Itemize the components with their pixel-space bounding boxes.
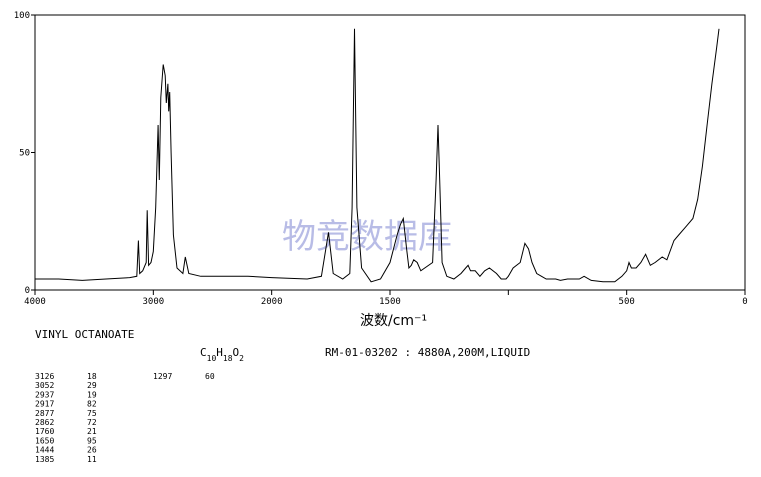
y-tick-label: 100	[14, 11, 30, 21]
peak-wavenumber: 1760	[35, 427, 54, 436]
formula-element: O	[233, 346, 240, 359]
compound-name: VINYL OCTANOATE	[35, 328, 134, 341]
peak-intensity: 11	[87, 455, 97, 464]
peak-wavenumber: 2877	[35, 409, 54, 418]
peak-intensity: 26	[87, 446, 97, 455]
watermark: 物竞数据库	[282, 217, 452, 257]
x-axis-label: 波数/cm⁻¹	[360, 313, 427, 329]
x-tick-label: 4000	[24, 297, 46, 307]
x-tick-label: 500	[619, 297, 635, 307]
formula-subscript: 10	[207, 354, 217, 363]
peak-wavenumber: 1297	[153, 372, 172, 381]
peak-wavenumber: 3052	[35, 381, 54, 390]
peak-wavenumber: 2917	[35, 400, 54, 409]
peak-intensity: 18	[87, 372, 97, 381]
peak-wavenumber: 1444	[35, 446, 54, 455]
peak-intensity: 29	[87, 381, 97, 390]
y-tick-label: 50	[19, 149, 30, 159]
y-tick-label: 0	[25, 286, 30, 296]
peak-wavenumber: 1650	[35, 436, 54, 445]
x-tick-label: 0	[742, 297, 747, 307]
spectrum-line	[35, 28, 720, 283]
peak-wavenumber: 2862	[35, 418, 54, 427]
peak-intensity: 82	[87, 400, 97, 409]
peak-intensity: 21	[87, 427, 97, 436]
x-tick-label: 1500	[379, 297, 401, 307]
peak-intensity: 75	[87, 409, 97, 418]
peak-intensity: 19	[87, 390, 97, 399]
peak-intensity: 95	[87, 436, 97, 445]
record-info: RM-01-03202 : 4880A,200M,LIQUID	[325, 346, 530, 359]
formula: C10H18O2	[200, 346, 244, 363]
x-tick-label: 3000	[142, 297, 164, 307]
peak-wavenumber: 2937	[35, 390, 54, 399]
x-tick-label: 2000	[261, 297, 283, 307]
formula-subscript: 2	[239, 354, 244, 363]
formula-element: H	[216, 346, 223, 359]
peak-intensity: 60	[205, 372, 215, 381]
formula-subscript: 18	[223, 354, 233, 363]
peak-wavenumber: 3126	[35, 372, 54, 381]
peak-intensity: 72	[87, 418, 97, 427]
peak-wavenumber: 1385	[35, 455, 54, 464]
formula-element: C	[200, 346, 207, 359]
